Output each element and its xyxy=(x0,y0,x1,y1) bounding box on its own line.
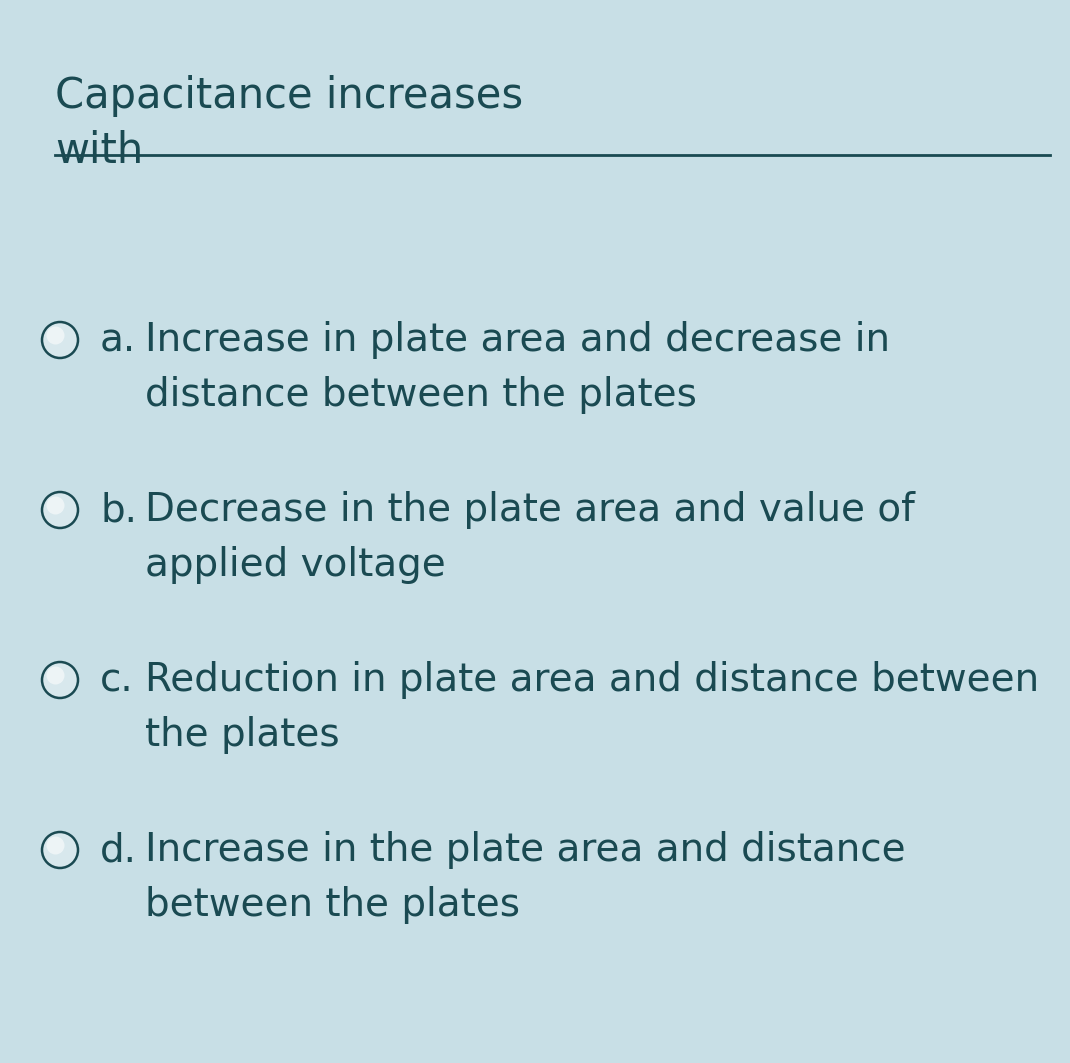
Circle shape xyxy=(46,496,64,514)
Text: between the plates: between the plates xyxy=(146,885,520,924)
Text: a.: a. xyxy=(100,321,136,359)
Text: Capacitance increases: Capacitance increases xyxy=(55,75,523,117)
Circle shape xyxy=(42,832,78,868)
Text: with: with xyxy=(55,130,143,172)
Text: Increase in the plate area and distance: Increase in the plate area and distance xyxy=(146,831,905,868)
Circle shape xyxy=(46,667,64,685)
Circle shape xyxy=(46,837,64,855)
Text: the plates: the plates xyxy=(146,716,339,754)
Circle shape xyxy=(42,492,78,528)
Circle shape xyxy=(46,326,64,344)
Text: Decrease in the plate area and value of: Decrease in the plate area and value of xyxy=(146,491,915,529)
Circle shape xyxy=(42,662,78,698)
Text: c.: c. xyxy=(100,661,134,699)
Text: Reduction in plate area and distance between: Reduction in plate area and distance bet… xyxy=(146,661,1039,699)
Text: distance between the plates: distance between the plates xyxy=(146,376,697,414)
Text: b.: b. xyxy=(100,491,137,529)
Text: d.: d. xyxy=(100,831,137,868)
Text: applied voltage: applied voltage xyxy=(146,546,446,584)
Text: Increase in plate area and decrease in: Increase in plate area and decrease in xyxy=(146,321,890,359)
Circle shape xyxy=(42,322,78,358)
